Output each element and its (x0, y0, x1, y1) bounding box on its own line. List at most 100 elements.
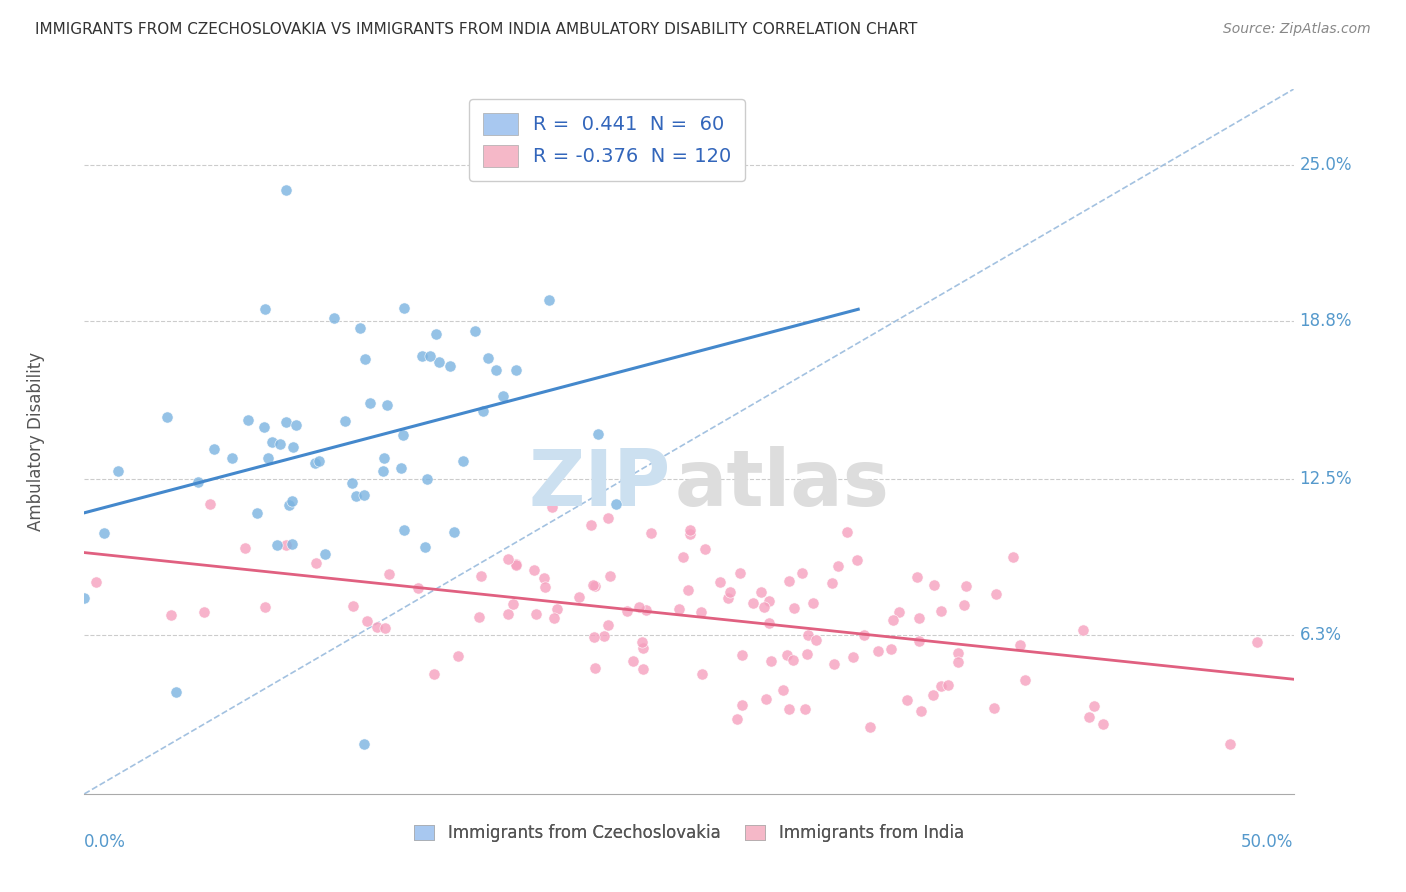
Point (505, 557, 527, 571)
Point (353, 737, 375, 751)
Point (349, 321, 371, 335)
Point (470, 569, 492, 583)
Point (676, 582, 699, 597)
Point (353, 488, 375, 502)
Point (464, 324, 486, 338)
Point (759, 654, 782, 668)
Point (690, 667, 713, 681)
Text: Source: ZipAtlas.com: Source: ZipAtlas.com (1223, 22, 1371, 37)
Point (631, 641, 654, 656)
Text: 18.8%: 18.8% (1299, 311, 1353, 330)
Point (908, 611, 931, 625)
Point (314, 547, 336, 561)
Point (446, 648, 468, 663)
Point (285, 417, 308, 432)
Point (73, 591, 96, 606)
Point (193, 605, 215, 619)
Point (742, 596, 765, 610)
Point (359, 395, 381, 409)
Point (905, 570, 928, 584)
Point (823, 657, 845, 672)
Point (375, 398, 398, 412)
Point (778, 702, 800, 716)
Point (156, 409, 179, 424)
Point (165, 685, 187, 699)
Point (772, 682, 794, 697)
Point (429, 355, 451, 369)
Point (257, 451, 280, 466)
Point (628, 599, 651, 614)
Point (374, 621, 396, 635)
Point (596, 511, 619, 525)
Point (758, 593, 780, 607)
Point (505, 558, 527, 573)
Point (579, 517, 602, 532)
Point (821, 576, 844, 591)
Point (413, 541, 436, 555)
Point (406, 581, 429, 595)
Point (491, 389, 513, 403)
Point (1071, 624, 1094, 638)
Point (305, 556, 328, 570)
Point (416, 472, 439, 486)
Point (983, 701, 1005, 715)
Point (717, 591, 740, 605)
Point (1001, 550, 1024, 565)
Point (955, 579, 977, 593)
Point (281, 440, 304, 454)
Point (835, 525, 858, 540)
Point (952, 599, 974, 613)
Point (86, 575, 108, 590)
Point (631, 661, 654, 675)
Point (725, 713, 748, 727)
Point (187, 475, 209, 489)
Point (852, 628, 875, 642)
Point (253, 600, 276, 615)
Point (392, 524, 415, 538)
Point (827, 558, 849, 573)
Text: Ambulatory Disability: Ambulatory Disability (27, 352, 45, 531)
Point (1091, 717, 1114, 731)
Text: 6.3%: 6.3% (1299, 626, 1341, 644)
Point (246, 506, 269, 520)
Point (728, 566, 751, 580)
Point (859, 720, 882, 734)
Point (344, 489, 367, 503)
Point (778, 574, 800, 588)
Point (541, 500, 564, 514)
Point (776, 648, 799, 662)
Point (477, 351, 499, 366)
Point (755, 692, 778, 706)
Point (796, 647, 818, 661)
Point (585, 660, 607, 674)
Point (496, 552, 519, 566)
Point (1078, 709, 1101, 723)
Point (599, 569, 621, 583)
Point (693, 541, 716, 556)
Text: 0.0%: 0.0% (84, 832, 127, 851)
Point (616, 484, 638, 499)
Point (896, 693, 918, 707)
Point (308, 454, 330, 468)
Point (274, 183, 297, 197)
Point (598, 617, 620, 632)
Point (468, 609, 491, 624)
Point (472, 403, 495, 417)
Point (389, 461, 412, 475)
Point (423, 667, 446, 681)
Point (439, 359, 461, 373)
Point (586, 427, 609, 442)
Point (640, 525, 662, 540)
Point (371, 464, 394, 478)
Point (793, 702, 815, 716)
Point (946, 655, 969, 669)
Point (922, 688, 945, 702)
Point (797, 628, 820, 642)
Point (485, 362, 508, 376)
Point (752, 599, 775, 614)
Text: atlas: atlas (675, 446, 890, 522)
Text: ZIP: ZIP (529, 446, 671, 522)
Point (278, 498, 301, 512)
Point (634, 603, 657, 617)
Point (546, 602, 568, 616)
